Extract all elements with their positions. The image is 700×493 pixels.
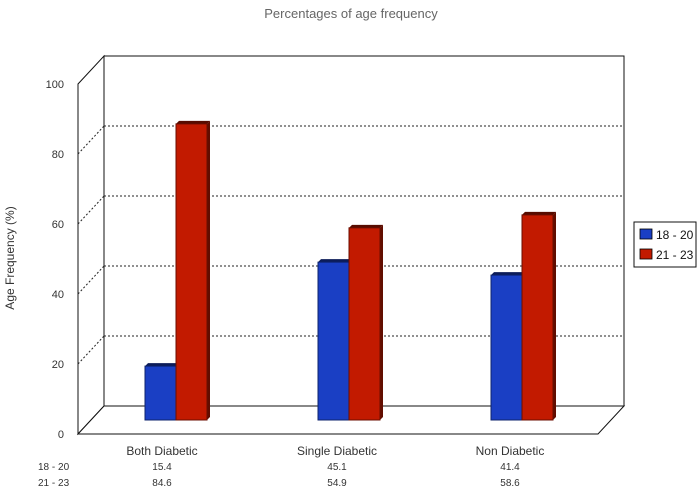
side-wall [77,54,105,436]
legend: 18 - 20 21 - 23 [633,221,697,268]
y-tick-label: 0 [58,429,64,441]
bar-series-2 [348,224,383,421]
bar-series-2 [175,120,210,421]
bar-side-face [207,120,210,421]
bar-top-face [349,224,383,228]
y-ticks: 0 20 40 60 80 100 [46,79,64,441]
y-tick-label: 40 [52,289,64,301]
table-row-label: 21 - 23 [38,478,70,489]
bar-top-face [145,363,179,367]
bar-series-1 [490,272,525,421]
bar-top-face [522,211,556,215]
bar-top-face [318,259,352,263]
chart-title: Percentages of age frequency [264,6,438,21]
bar-front-face [348,227,381,421]
table-value: 15.4 [152,462,172,473]
table-value: 58.6 [500,478,520,489]
bar-series-2 [521,211,556,421]
bar-front-face [317,261,350,421]
table-value: 41.4 [500,462,520,473]
bar-side-face [553,211,556,420]
bar-series-1 [144,363,179,421]
bar-top-face [491,272,525,276]
data-table: 18 - 20 15.4 45.1 41.4 21 - 23 84.6 54.9… [38,462,520,489]
y-tick-label: 100 [46,79,64,91]
bars [144,120,556,421]
bar-front-face [490,274,523,421]
bar-top-face [176,120,210,124]
y-axis-label: Age Frequency (%) [3,206,17,309]
legend-label: 18 - 20 [656,228,694,242]
category-label: Non Diabetic [476,444,545,458]
category-label: Single Diabetic [297,444,377,458]
y-tick-label: 20 [52,359,64,371]
bar-front-face [175,123,208,421]
legend-swatch [639,248,653,260]
bar-front-face [144,365,177,421]
y-tick-label: 60 [52,219,64,231]
category-labels: Both Diabetic Single Diabetic Non Diabet… [126,444,544,458]
table-value: 84.6 [152,478,172,489]
bar-series-1 [317,259,352,421]
table-value: 45.1 [327,462,347,473]
legend-swatch [639,228,653,240]
table-value: 54.9 [327,478,347,489]
bar-side-face [380,224,383,420]
legend-label: 21 - 23 [656,248,694,262]
y-tick-label: 80 [52,149,64,161]
category-label: Both Diabetic [126,444,197,458]
table-row-label: 18 - 20 [38,462,70,473]
bar-front-face [521,214,554,421]
